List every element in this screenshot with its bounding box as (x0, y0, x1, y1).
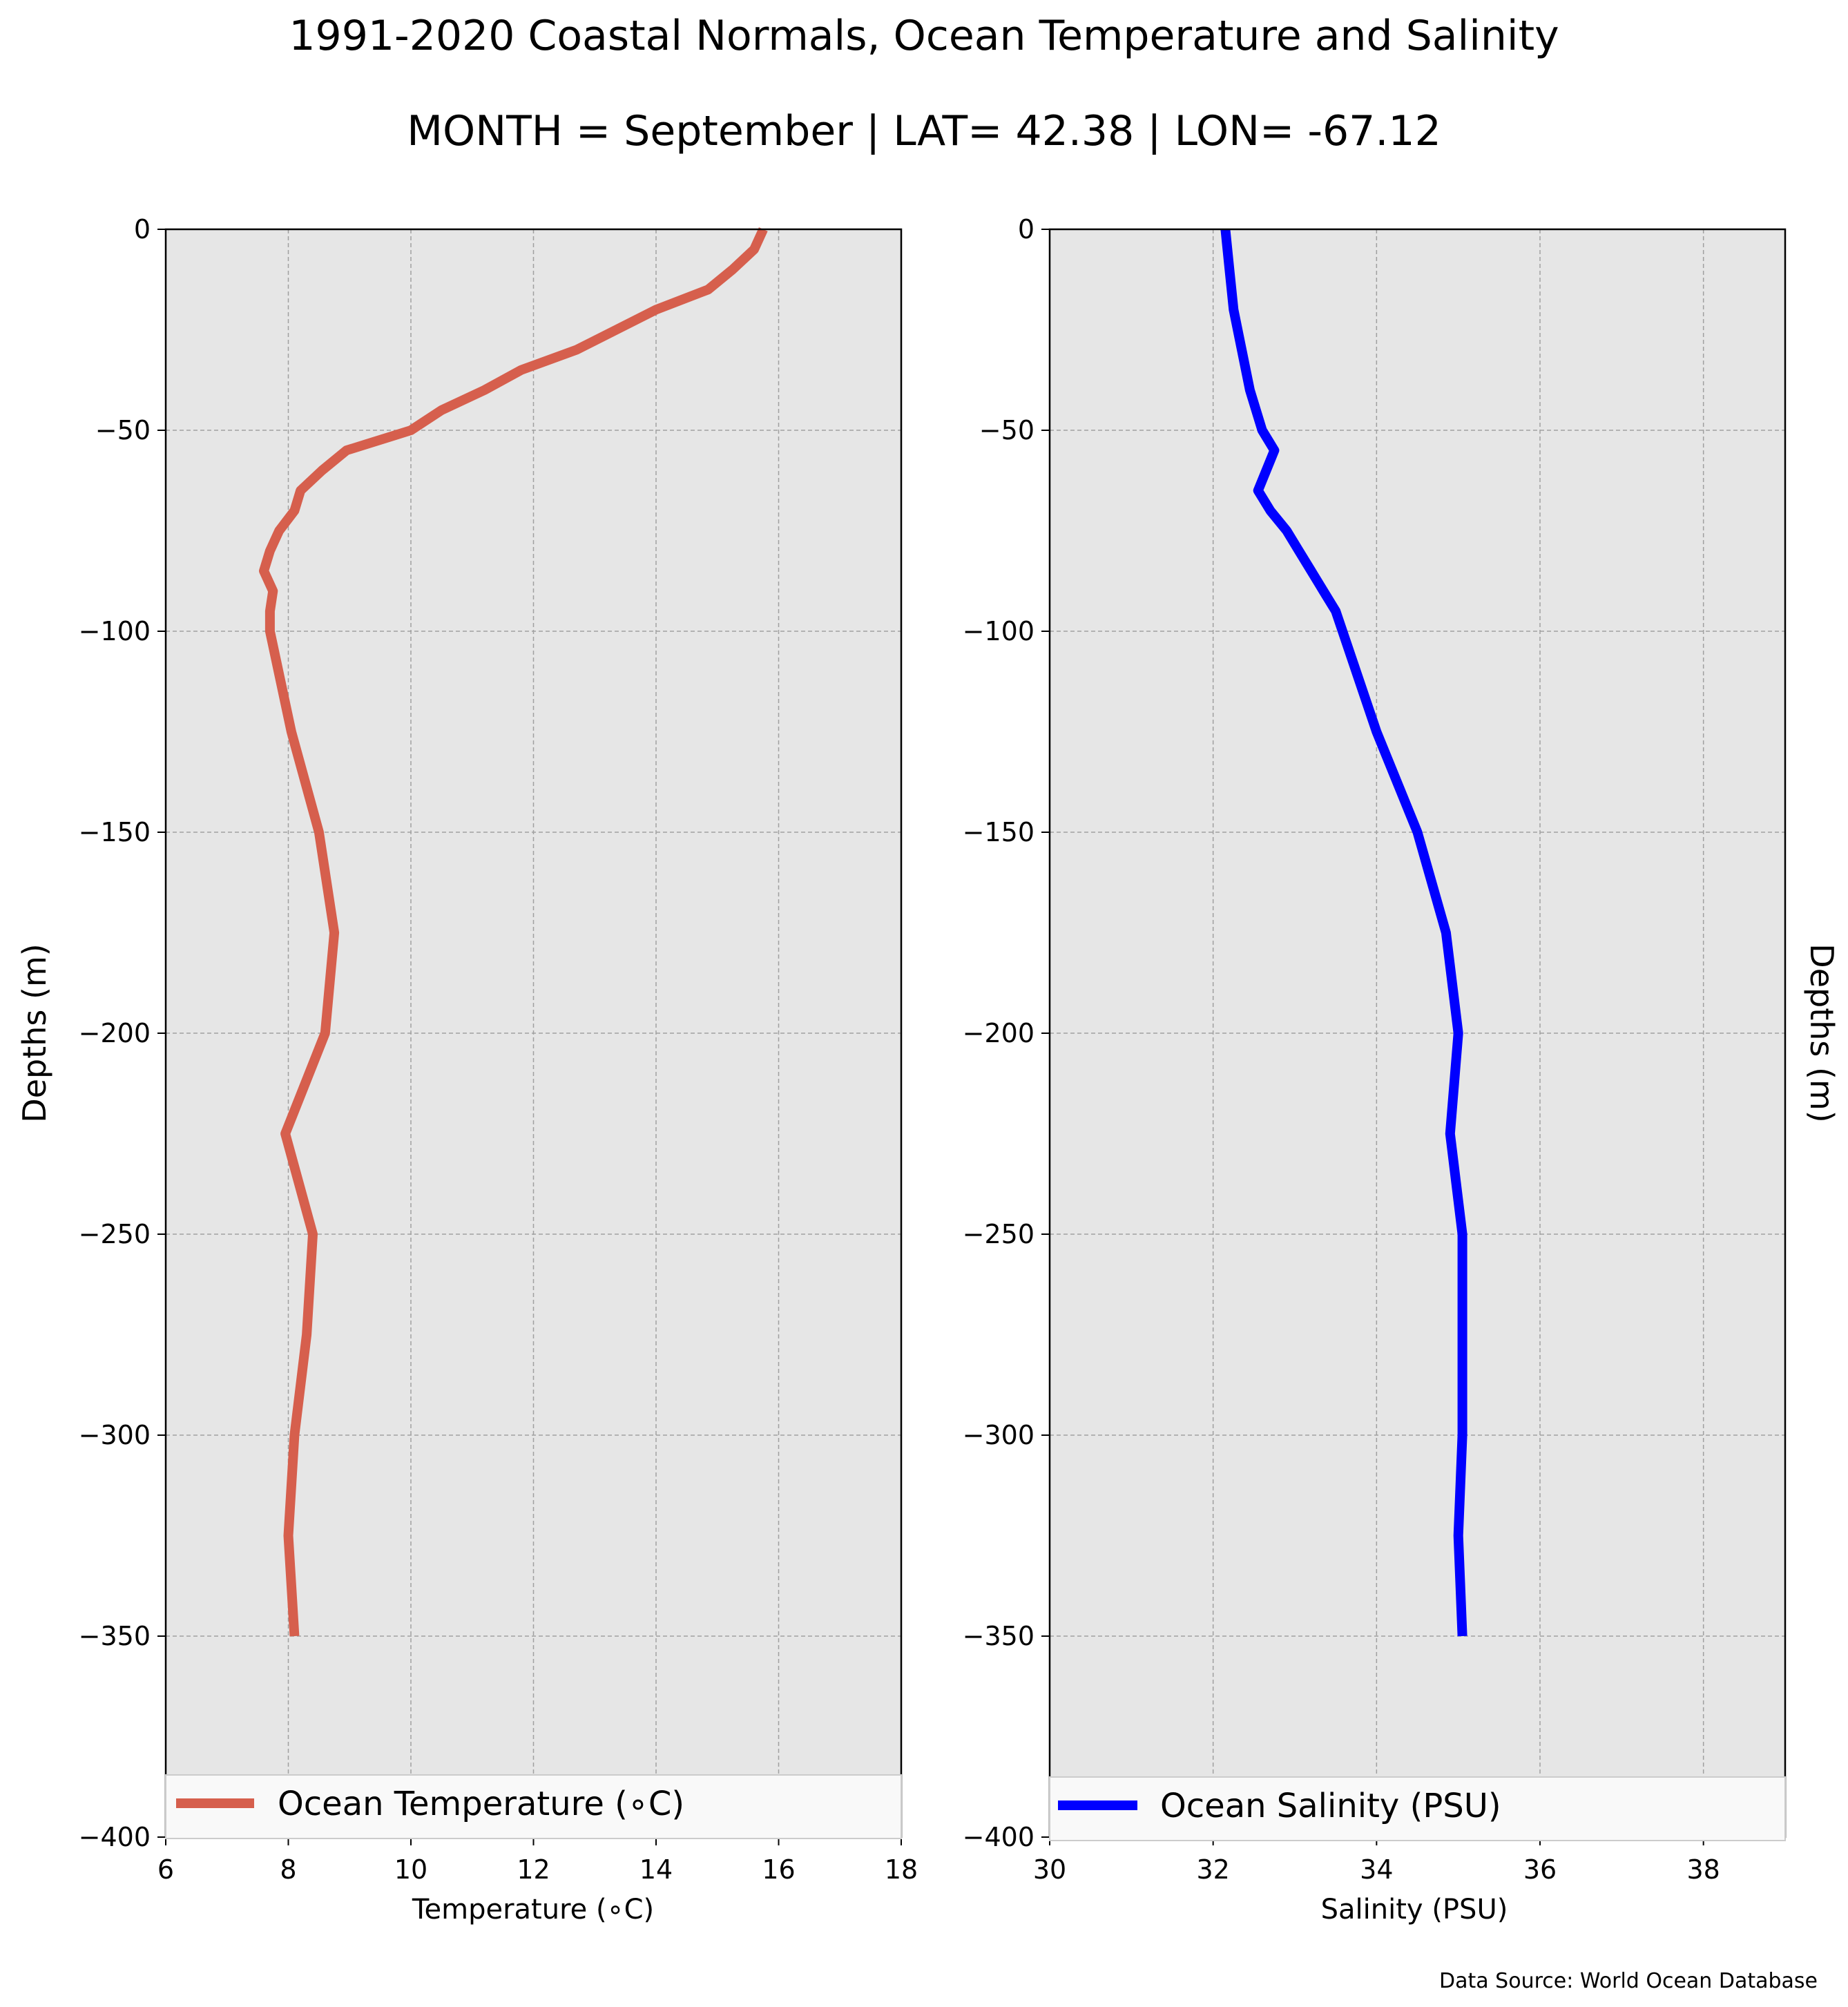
x-tick-label: 18 (885, 1854, 918, 1885)
x-tick-label: 36 (1523, 1854, 1557, 1885)
y-tick-label: −250 (963, 1219, 1034, 1249)
y-tick-label: −400 (963, 1822, 1034, 1852)
x-tick-label: 34 (1360, 1854, 1393, 1885)
y-tick-label: −350 (963, 1621, 1034, 1651)
y-tick-label: 0 (1018, 214, 1034, 244)
x-tick-label: 38 (1686, 1854, 1720, 1885)
x-tick-label: 10 (394, 1854, 427, 1885)
y-tick-label: −150 (963, 817, 1034, 847)
y-tick-label: −350 (79, 1621, 151, 1651)
y-tick-label: −300 (963, 1420, 1034, 1450)
chart-title: 1991-2020 Coastal Normals, Ocean Tempera… (289, 12, 1559, 60)
x-tick-label: 6 (157, 1854, 174, 1885)
x-tick-label: 14 (639, 1854, 673, 1885)
y-tick-label: 0 (134, 214, 151, 244)
salinity-y-axis-label: Depths (m) (1803, 943, 1840, 1122)
salinity-panel: 30 32 34 36 38 0 −50 −100 −150 −200 −250 −300 −350 −4… (963, 214, 1840, 1926)
x-tick-label: 12 (517, 1854, 550, 1885)
salinity-legend-box (1049, 1776, 1786, 1841)
y-tick-label: −250 (79, 1219, 151, 1249)
temperature-legend-box (165, 1774, 902, 1839)
salinity-legend: Ocean Salinity (PSU) (1049, 1776, 1786, 1841)
y-tick-label: −400 (79, 1822, 151, 1852)
temperature-x-axis-label: Temperature (∘C) (412, 1894, 654, 1926)
data-source-note: Data Source: World Ocean Database (1439, 1969, 1818, 1993)
y-tick-label: −50 (95, 415, 151, 445)
y-tick-label: −200 (79, 1018, 151, 1048)
y-tick-label: −100 (79, 616, 151, 646)
y-tick-label: −50 (979, 415, 1034, 445)
temperature-axis-ticks: 6 8 10 12 14 16 18 0 −50 −100 −150 −200 −250 −300 −350… (79, 214, 918, 1885)
temperature-panel: 6 8 10 12 14 16 18 0 −50 −100 −150 −200 −250 −300 −350… (16, 214, 918, 1926)
salinity-series-line (1220, 229, 1467, 1637)
temperature-y-axis-label: Depths (m) (16, 943, 53, 1122)
salinity-x-axis-label: Salinity (PSU) (1321, 1894, 1508, 1926)
y-tick-label: −300 (79, 1420, 151, 1450)
x-tick-label: 32 (1196, 1854, 1229, 1885)
y-tick-label: −150 (79, 817, 151, 847)
chart-subtitle: MONTH = September | LAT= 42.38 | LON= -6… (407, 107, 1441, 155)
x-tick-label: 8 (280, 1854, 296, 1885)
salinity-legend-label: Ocean Salinity (PSU) (1160, 1787, 1501, 1825)
x-tick-label: 16 (762, 1854, 795, 1885)
temperature-legend: Ocean Temperature (∘C) (165, 1774, 902, 1839)
y-tick-label: −200 (963, 1018, 1034, 1048)
temperature-legend-label: Ocean Temperature (∘C) (278, 1785, 684, 1823)
temperature-grid (166, 229, 901, 1837)
x-tick-label: 30 (1033, 1854, 1066, 1885)
salinity-axis-ticks: 30 32 34 36 38 0 −50 −100 −150 −200 −250 −300 −350 −4… (963, 214, 1720, 1885)
temperature-series-line (259, 227, 768, 1637)
y-tick-label: −100 (963, 616, 1034, 646)
